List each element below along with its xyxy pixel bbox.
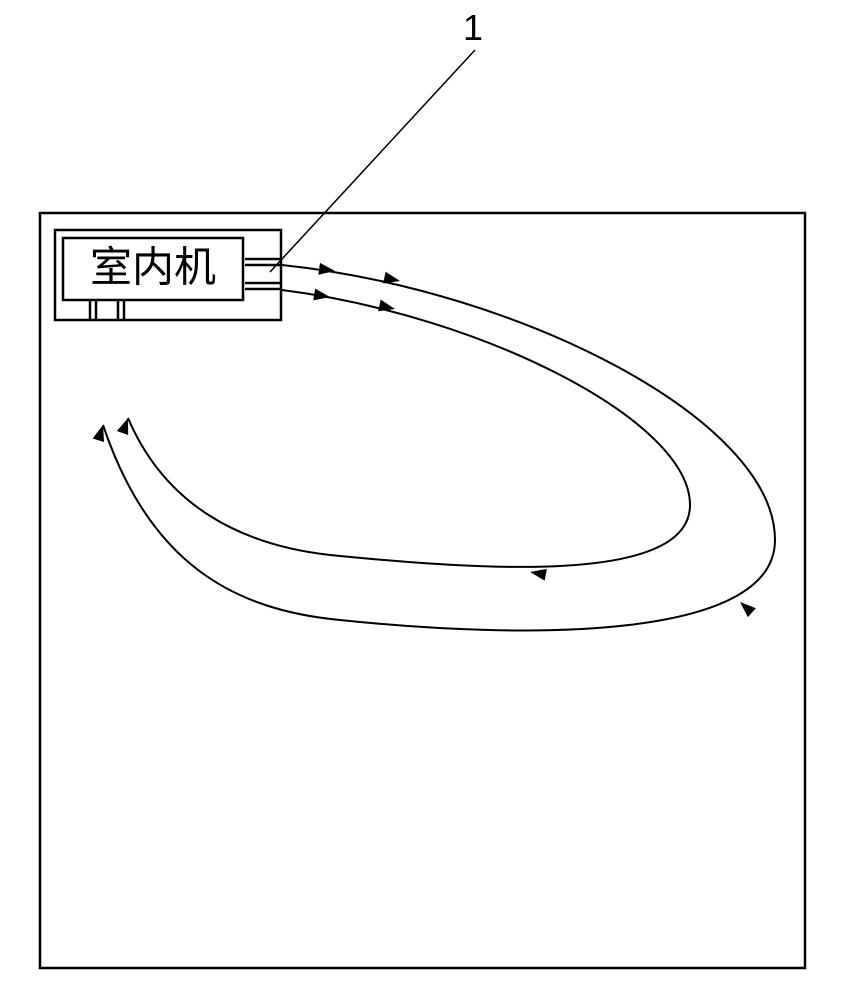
arrow-inner-start-1: [313, 289, 331, 303]
annotation-label: 1: [463, 7, 483, 48]
arrow-outer-start-1: [318, 263, 336, 277]
arrow-inner-mid: [529, 566, 547, 581]
indoor-unit-label: 室内机: [90, 245, 216, 292]
arrow-outer-mid: [736, 598, 756, 618]
room-frame: [40, 213, 805, 968]
diagram-svg: 室内机 1: [0, 0, 854, 1000]
flow-inner: [128, 290, 690, 567]
diagram-canvas: 室内机 1: [0, 0, 854, 1000]
annotation-leader: [270, 50, 475, 272]
